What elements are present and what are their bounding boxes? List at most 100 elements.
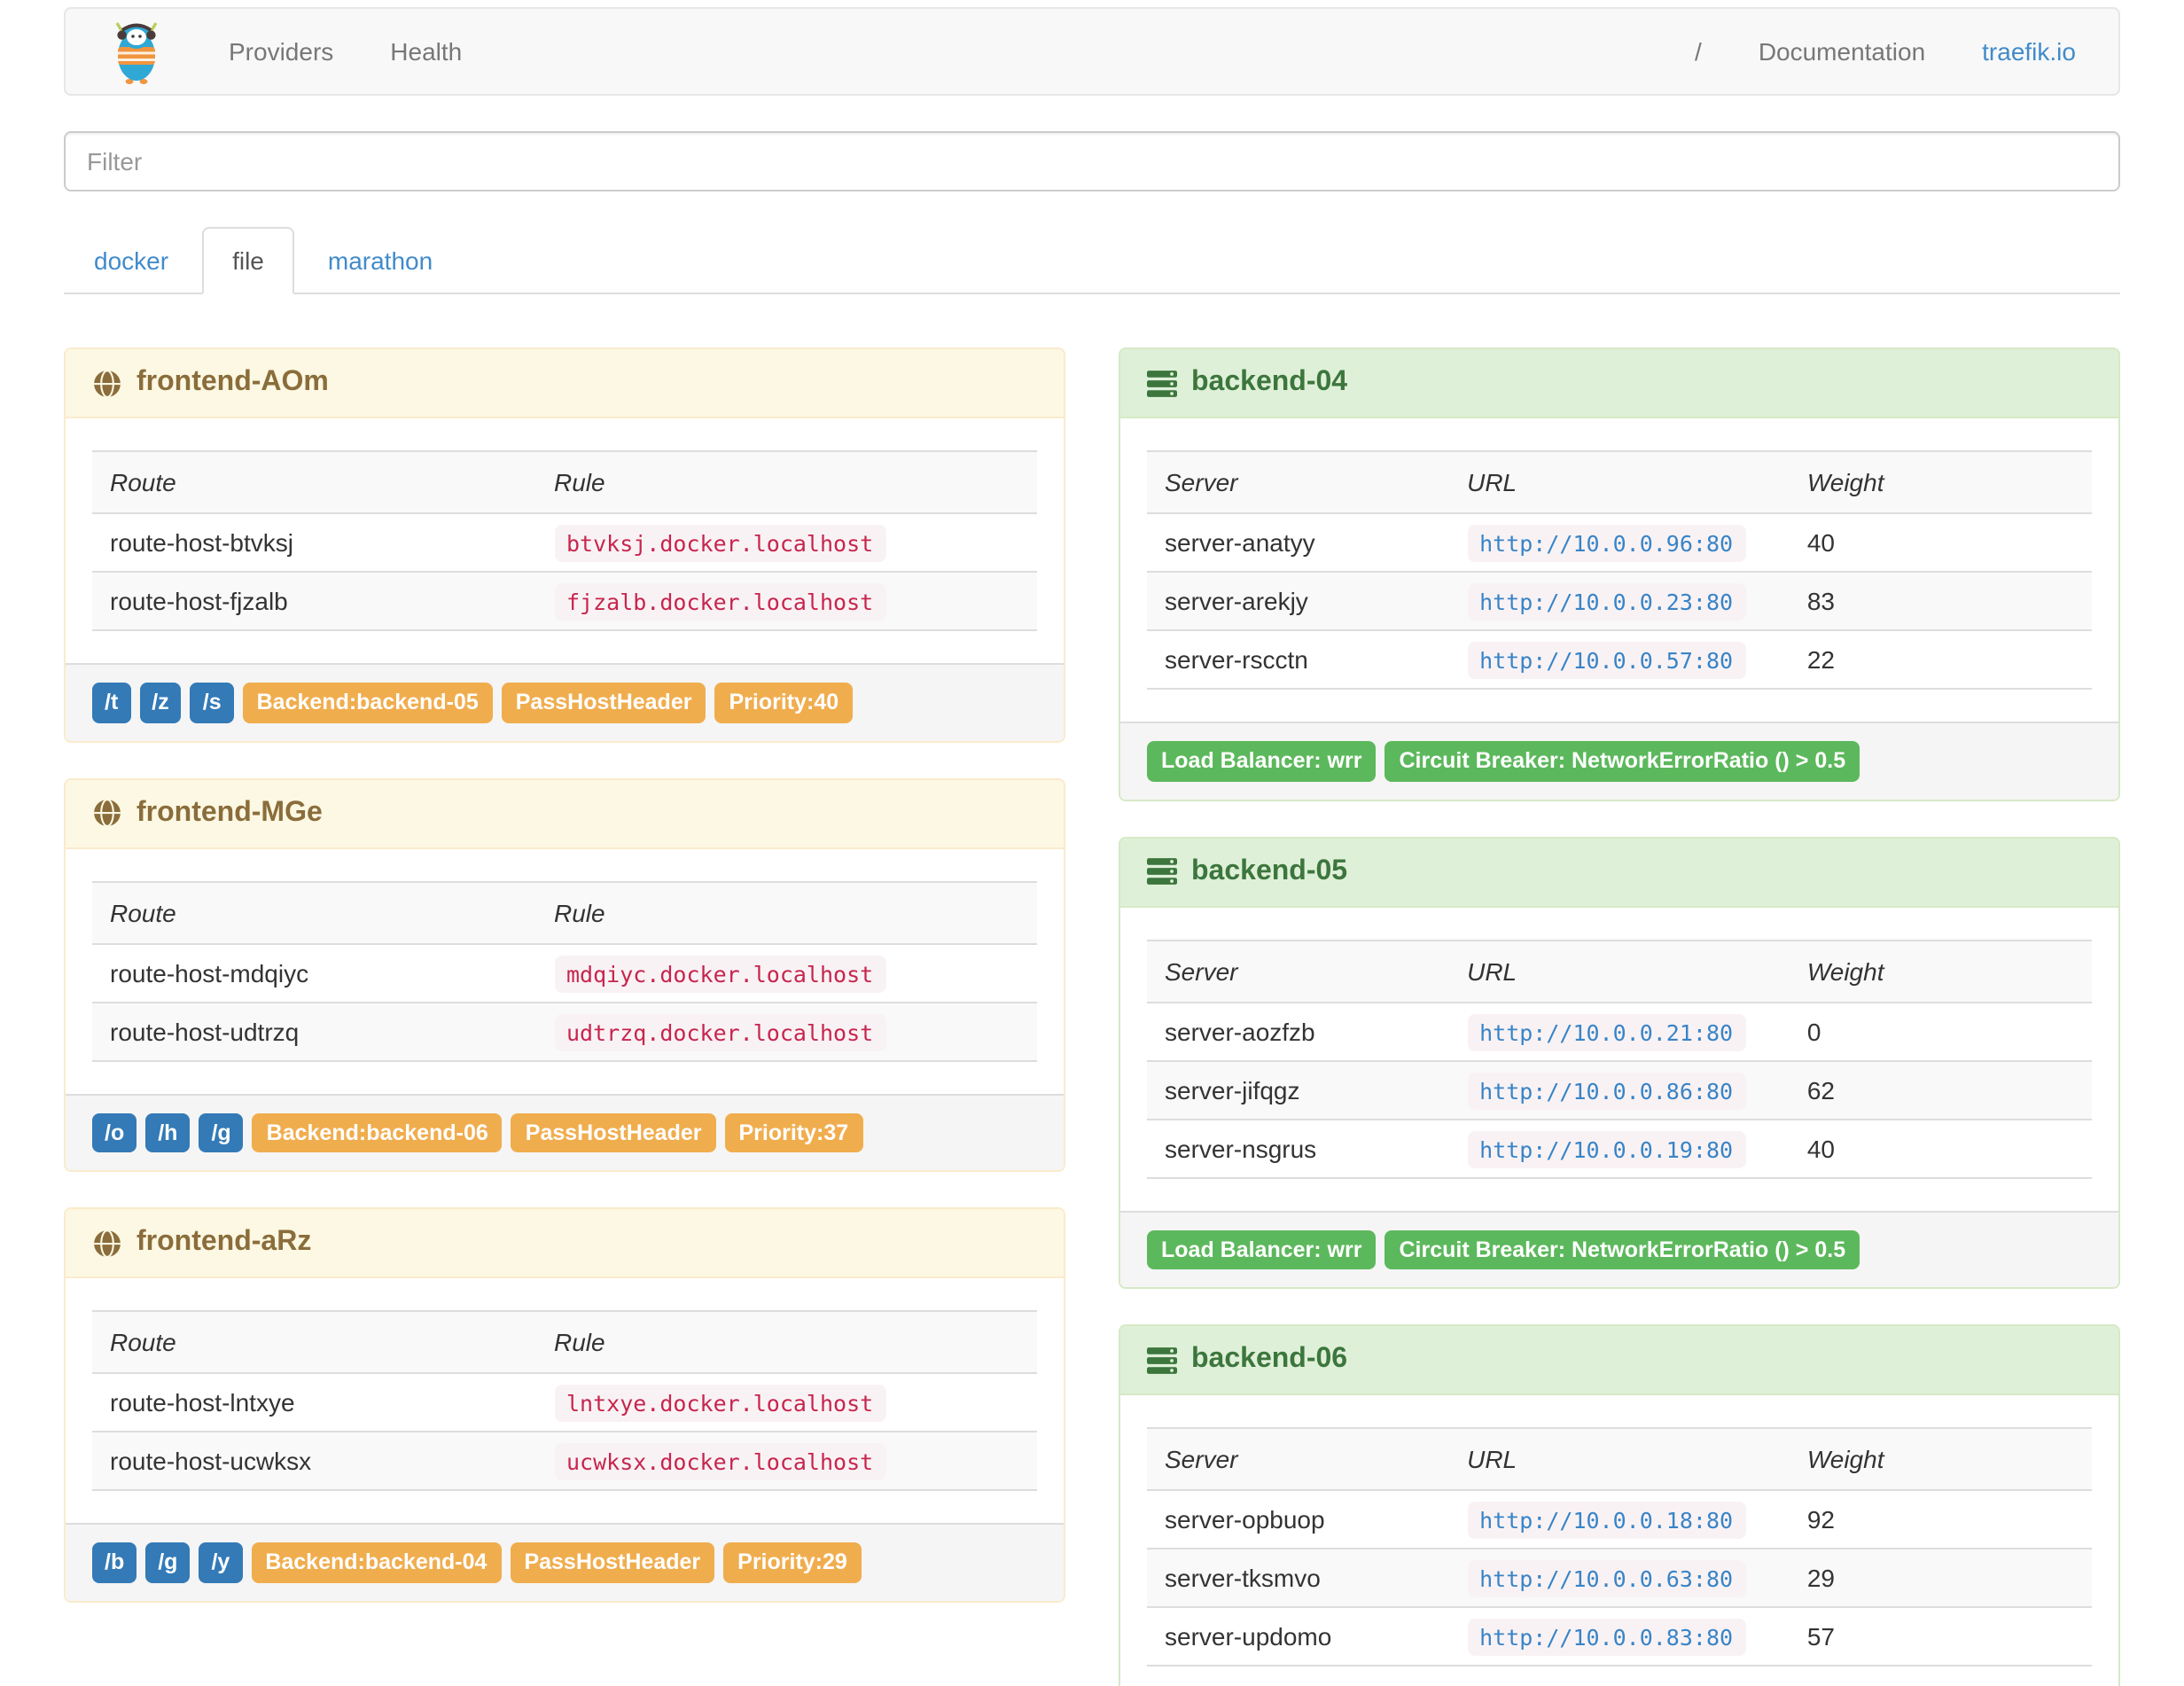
nav-traefik-io-link[interactable]: traefik.io [1982,37,2076,66]
servers-header-row: Server URL Weight [1147,451,2092,513]
frontend-card-body: Route Rule route-host-mdqiyc mdqiyc.dock… [66,848,1064,1093]
route-cell: route-host-lntxye [110,1388,295,1417]
server-cell: server-nsgrus [1165,1134,1317,1162]
priority-badge: Priority:37 [724,1112,863,1152]
server-icon [1147,1345,1177,1375]
backend-card-header: backend-05 [1120,838,2118,907]
weight-cell: 57 [1806,1622,1835,1651]
server-cell: server-tksmvo [1165,1564,1321,1592]
weight-cell: 92 [1806,1505,1835,1534]
server-column-header: Server [1165,1445,1238,1473]
url-code: http://10.0.0.96:80 [1467,525,1746,562]
entrypoint-badge: /y [199,1542,243,1582]
url-cell: http://10.0.0.23:80 [1449,572,1790,630]
url-cell: http://10.0.0.83:80 [1449,1607,1790,1666]
frontend-card-body: Route Rule route-host-lntxye lntxye.dock… [66,1278,1064,1523]
weight-column-header: Weight [1806,956,1884,985]
nav-health-link[interactable]: Health [390,37,463,66]
tab-marathon[interactable]: marathon [327,246,433,275]
load-balancer-badge: Load Balancer: wrr [1147,1229,1377,1269]
server-cell: server-updomo [1165,1622,1332,1651]
url-cell: http://10.0.0.19:80 [1449,1119,1790,1177]
backend-title: backend-04 [1191,367,1348,397]
filter-input[interactable] [64,131,2120,191]
tab-file[interactable]: file [202,227,294,294]
url-code: http://10.0.0.23:80 [1467,583,1746,621]
rule-code: ucwksx.docker.localhost [554,1443,886,1480]
backend-card-header: backend-04 [1120,349,2118,418]
url-code: http://10.0.0.21:80 [1467,1013,1746,1050]
backends-column: backend-04 Server URL Weight server-anat… [1092,347,2147,1686]
navbar: Providers Health / Documentation traefik… [64,7,2120,96]
weight-column-header: Weight [1806,468,1884,496]
routes-header-row: Route Rule [92,1311,1037,1373]
frontend-card-header: frontend-MGe [66,779,1064,848]
backend-card-body: Server URL Weight server-anatyy http://1… [1120,418,2118,722]
rule-code: mdqiyc.docker.localhost [554,955,886,992]
server-cell: server-anatyy [1165,528,1315,557]
globe-icon [92,798,122,828]
nav-documentation-link[interactable]: Documentation [1758,37,1926,66]
rule-code: lntxye.docker.localhost [554,1385,886,1422]
globe-icon [92,368,122,398]
backend-title: backend-06 [1191,1344,1348,1374]
entrypoint-badge: /s [190,683,234,722]
frontend-card-body: Route Rule route-host-btvksj btvksj.dock… [66,418,1064,663]
route-column-header: Route [110,898,176,926]
server-cell: server-rscctn [1165,645,1308,674]
rule-code: udtrzq.docker.localhost [554,1013,886,1050]
rule-cell: ucwksx.docker.localhost [536,1432,1037,1490]
table-row: server-opbuop http://10.0.0.18:80 92 [1147,1490,2092,1549]
url-cell: http://10.0.0.63:80 [1449,1549,1790,1607]
frontend-card-header: frontend-AOm [66,349,1064,418]
table-row: route-host-ucwksx ucwksx.docker.localhos… [92,1432,1037,1490]
table-row: route-host-mdqiyc mdqiyc.docker.localhos… [92,943,1037,1002]
servers-table: Server URL Weight server-aozfzb http://1… [1147,939,2092,1178]
table-row: server-anatyy http://10.0.0.96:80 40 [1147,513,2092,572]
server-column-header: Server [1165,956,1238,985]
nav-slash-link[interactable]: / [1695,37,1702,66]
table-row: server-jifqgz http://10.0.0.86:80 62 [1147,1060,2092,1119]
backend-title: backend-05 [1191,855,1348,886]
server-icon [1147,856,1177,886]
routes-table: Route Rule route-host-btvksj btvksj.dock… [92,450,1037,631]
url-code: http://10.0.0.57:80 [1467,642,1746,679]
routes-table: Route Rule route-host-mdqiyc mdqiyc.dock… [92,880,1037,1061]
servers-table: Server URL Weight server-opbuop http://1… [1147,1427,2092,1666]
traefik-logo[interactable] [112,18,161,85]
rule-cell: fjzalb.docker.localhost [536,572,1037,630]
nav-providers-link[interactable]: Providers [229,37,334,66]
table-row: server-aozfzb http://10.0.0.21:80 0 [1147,1002,2092,1060]
backend-card-header: backend-06 [1120,1326,2118,1395]
frontend-title: frontend-aRz [136,1227,312,1257]
passhostheader-badge: PassHostHeader [511,1112,716,1152]
tab-docker[interactable]: docker [94,246,169,275]
table-row: route-host-fjzalb fjzalb.docker.localhos… [92,572,1037,630]
routes-header-row: Route Rule [92,451,1037,513]
table-row: server-nsgrus http://10.0.0.19:80 40 [1147,1119,2092,1177]
weight-cell: 40 [1806,528,1835,557]
traefik-mascot-icon [112,18,161,85]
url-cell: http://10.0.0.18:80 [1449,1490,1790,1549]
url-code: http://10.0.0.18:80 [1467,1502,1746,1539]
frontends-column: frontend-AOm Route Rule route-host-btvks… [37,347,1092,1637]
rule-cell: btvksj.docker.localhost [536,513,1037,572]
server-column-header: Server [1165,468,1238,496]
url-code: http://10.0.0.63:80 [1467,1560,1746,1597]
server-cell: server-aozfzb [1165,1017,1315,1045]
url-code: http://10.0.0.86:80 [1467,1072,1746,1109]
globe-icon [92,1228,122,1258]
backend-card: backend-04 Server URL Weight server-anat… [1119,347,2120,800]
rule-column-header: Rule [554,1328,605,1356]
passhostheader-badge: PassHostHeader [501,683,706,722]
frontend-card: frontend-AOm Route Rule route-host-btvks… [64,347,1065,742]
rule-code: btvksj.docker.localhost [554,525,886,562]
url-cell: http://10.0.0.96:80 [1449,513,1790,572]
route-column-header: Route [110,1328,176,1356]
route-cell: route-host-btvksj [110,528,293,557]
backend-ref-badge: Backend:backend-06 [252,1112,503,1152]
backend-card-footer: Load Balancer: wrr Circuit Breaker: Netw… [1120,1210,2118,1287]
url-cell: http://10.0.0.57:80 [1449,630,1790,689]
frontend-card-footer: /o /h /g Backend:backend-06 PassHostHead… [66,1093,1064,1170]
server-cell: server-arekjy [1165,587,1308,615]
